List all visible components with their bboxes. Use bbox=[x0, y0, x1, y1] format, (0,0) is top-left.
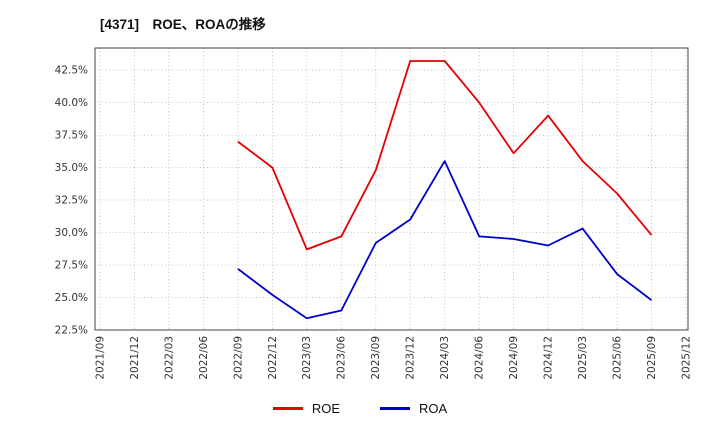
x-tick-label: 2025/06 bbox=[611, 336, 623, 380]
x-tick-label: 2023/12 bbox=[405, 336, 417, 380]
y-tick-label: 32.5% bbox=[55, 195, 88, 207]
legend-label-roa: ROA bbox=[419, 401, 448, 416]
series-line-roe bbox=[237, 60, 653, 251]
x-tick-label: 2021/12 bbox=[129, 336, 141, 380]
x-tick-label: 2024/12 bbox=[542, 336, 554, 380]
y-tick-label: 40.0% bbox=[55, 97, 88, 109]
legend-item-roe: ROE bbox=[272, 401, 340, 416]
y-tick-label: 35.0% bbox=[55, 162, 88, 174]
x-tick-label: 2024/03 bbox=[439, 336, 451, 380]
x-tick-label: 2022/12 bbox=[267, 336, 279, 380]
y-tick-label: 22.5% bbox=[55, 325, 88, 337]
y-tick-label: 37.5% bbox=[55, 130, 88, 142]
x-tick-label: 2022/03 bbox=[163, 336, 175, 380]
x-tick-label: 2022/06 bbox=[198, 336, 210, 380]
y-tick-label: 42.5% bbox=[55, 65, 88, 77]
series-line-roa bbox=[237, 160, 653, 320]
y-tick-label: 30.0% bbox=[55, 227, 88, 239]
x-tick-label: 2022/09 bbox=[232, 336, 244, 380]
x-tick-label: 2025/12 bbox=[680, 336, 692, 380]
x-tick-label: 2024/06 bbox=[474, 336, 486, 380]
chart-page: [4371] ROE、ROAの推移 22.5% 25.0% 27.5% 30.0% 32… bbox=[0, 17, 720, 416]
y-tick-label: 27.5% bbox=[55, 260, 88, 272]
y-tick-label: 25.0% bbox=[55, 292, 88, 304]
chart-svg: 22.5% 25.0% 27.5% 30.0% 32.5% 35.0% 37.5% 40.0%… bbox=[55, 47, 692, 380]
x-tick-label: 2024/09 bbox=[508, 336, 520, 380]
x-tick-label: 2025/03 bbox=[577, 336, 589, 380]
x-tick-label: 2021/09 bbox=[94, 336, 106, 380]
legend-item-roa: ROA bbox=[380, 401, 447, 416]
roa-line-swatch bbox=[380, 407, 410, 410]
x-tick-label: 2023/03 bbox=[301, 336, 313, 380]
x-tick-label: 2025/09 bbox=[646, 336, 658, 380]
roe-line-swatch bbox=[272, 407, 303, 410]
legend-label-roe: ROE bbox=[311, 401, 340, 416]
chart-legend: ROE ROA bbox=[0, 401, 720, 416]
x-tick-label: 2023/09 bbox=[370, 336, 382, 380]
x-tick-label: 2023/06 bbox=[336, 336, 348, 380]
chart-title: [4371] ROE、ROAの推移 bbox=[100, 17, 266, 32]
